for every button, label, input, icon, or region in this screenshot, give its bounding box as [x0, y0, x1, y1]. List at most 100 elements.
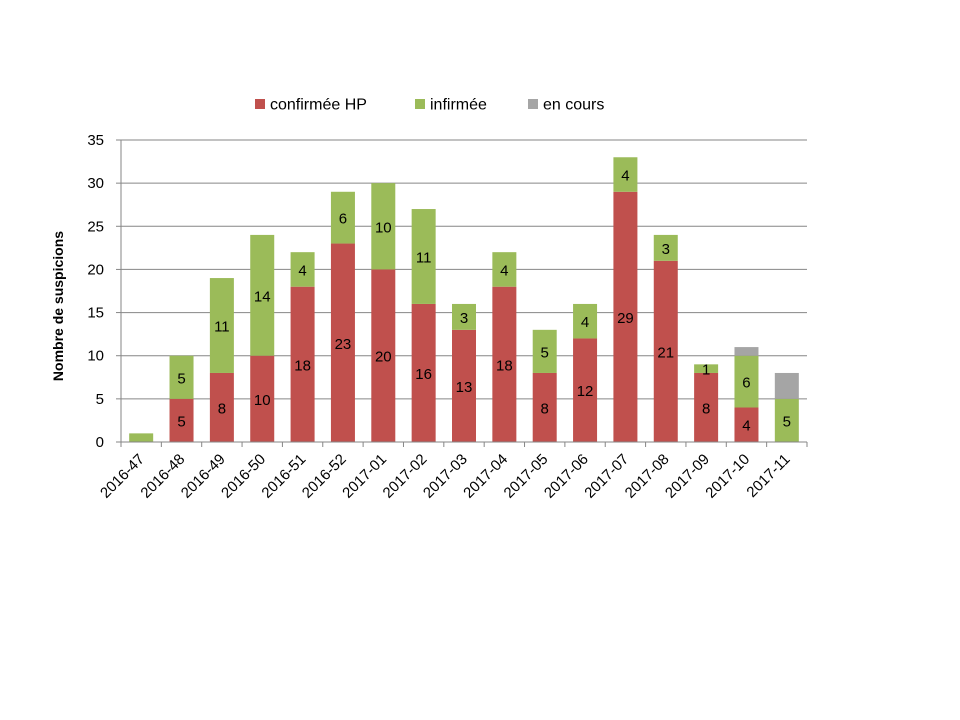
bar-infirmee-2017-04	[492, 252, 517, 287]
bar-confirmee-hp-2016-50	[250, 355, 275, 442]
bar-infirmee-2016-52	[330, 191, 355, 244]
data-label-infirmee-2017-04: 4	[500, 262, 508, 279]
data-label-infirmee-2016-50: 14	[254, 288, 271, 305]
bar-infirmee-2017-06	[573, 303, 598, 339]
data-label-confirmee-hp-2016-49: 8	[218, 400, 226, 417]
y-tick-label: 30	[87, 175, 104, 192]
data-label-confirmee-hp-2017-03: 13	[456, 379, 473, 396]
data-label-infirmee-2017-08: 3	[662, 241, 670, 258]
data-label-confirmee-hp-2016-51: 18	[294, 357, 311, 374]
x-tick-label: 2017-10	[702, 451, 753, 502]
x-tick-label: 2016-47	[97, 451, 148, 502]
bar-confirmee-hp-2017-09	[694, 372, 719, 442]
x-tick-labels: 2016-472016-482016-492016-502016-512016-…	[97, 451, 794, 502]
data-label-confirmee-hp-2017-08: 21	[657, 344, 674, 361]
x-tick-label: 2017-02	[380, 451, 431, 502]
y-tick-label: 15	[87, 305, 104, 322]
axes	[116, 139, 808, 447]
bar-confirmee-hp-2017-06	[573, 338, 598, 442]
x-tick-label: 2016-48	[137, 451, 188, 502]
data-label-infirmee-2017-03: 3	[460, 310, 468, 327]
bar-confirmee-hp-2016-48	[169, 398, 194, 442]
bar-infirmee-2016-47	[129, 433, 154, 442]
x-tick-label: 2017-09	[662, 451, 713, 502]
y-tick-label: 20	[87, 261, 104, 278]
bar-confirmee-hp-2017-02	[411, 303, 436, 442]
bar-confirmee-hp-2017-07	[613, 191, 638, 442]
bar-confirmee-hp-2017-04	[492, 286, 517, 442]
data-label-confirmee-hp-2017-04: 18	[496, 357, 513, 374]
bar-infirmee-2017-08	[653, 234, 678, 261]
x-tick-label: 2017-04	[460, 451, 511, 502]
x-tick-label: 2016-51	[258, 451, 309, 502]
y-tick-label: 5	[96, 391, 104, 408]
bar-infirmee-2017-09	[694, 364, 719, 373]
bar-confirmee-hp-2017-10	[734, 407, 759, 442]
bar-confirmee-hp-2017-05	[532, 372, 557, 442]
x-tick-label: 2017-01	[339, 451, 390, 502]
legend-swatch-confirmee-hp	[255, 99, 265, 109]
x-tick-label: 2016-52	[299, 451, 350, 502]
bar-infirmee-2017-05	[532, 329, 557, 373]
data-label-confirmee-hp-2017-07: 29	[617, 310, 634, 327]
data-label-confirmee-hp-2017-01: 20	[375, 349, 392, 366]
y-tick-label: 10	[87, 348, 104, 365]
bar-infirmee-2017-03	[452, 303, 476, 330]
y-tick-label: 35	[87, 132, 104, 149]
bar-infirmee-2016-50	[250, 234, 275, 356]
data-label-infirmee-2016-48: 5	[177, 370, 185, 387]
y-tick-labels: 0 5 10 15 20 25 30 35	[87, 132, 104, 451]
x-tick-label: 2017-07	[581, 451, 632, 502]
y-axis-label: Nombre de suspicions	[50, 231, 66, 381]
bar-confirmee-hp-2017-01	[371, 269, 396, 442]
data-label-confirmee-hp-2017-09: 8	[702, 400, 710, 417]
data-label-infirmee-2017-07: 4	[621, 168, 629, 185]
x-tick-label: 2016-49	[178, 451, 229, 502]
data-label-infirmee-2017-05: 5	[541, 344, 549, 361]
bar-infirmee-2017-11	[774, 398, 799, 442]
legend-swatch-infirmee	[415, 99, 425, 109]
y-tick-label: 0	[96, 434, 104, 451]
legend-label-en-cours: en cours	[543, 97, 604, 114]
data-label-infirmee-2017-11: 5	[783, 413, 791, 430]
legend-swatch-en-cours	[528, 99, 538, 109]
bar-infirmee-2016-49	[209, 278, 234, 373]
bar-confirmee-hp-2016-49	[209, 372, 234, 442]
bar-en-cours-2017-11	[774, 372, 799, 399]
data-label-infirmee-2016-49: 11	[214, 319, 230, 336]
data-label-confirmee-hp-2017-06: 12	[577, 383, 594, 400]
x-tick-label: 2017-08	[622, 451, 673, 502]
legend: confirmée HP infirmée en cours	[255, 97, 604, 114]
x-tick-label: 2016-50	[218, 451, 269, 502]
y-tick-label: 25	[87, 218, 104, 235]
bar-infirmee-2017-02	[411, 209, 436, 304]
data-label-infirmee-2017-01: 10	[375, 219, 392, 236]
bar-confirmee-hp-2017-03	[452, 329, 476, 442]
data-label-confirmee-hp-2016-50: 10	[254, 392, 271, 409]
x-tick-label: 2017-03	[420, 451, 471, 502]
bar-en-cours-2017-10	[734, 347, 759, 356]
x-tick-label: 2017-06	[541, 451, 592, 502]
bar-infirmee-2017-10	[734, 355, 759, 408]
data-label-infirmee-2016-52: 6	[339, 211, 347, 228]
bar-infirmee-2016-48	[169, 355, 194, 399]
legend-label-confirmee-hp: confirmée HP	[270, 97, 367, 114]
data-label-confirmee-hp-2017-10: 4	[742, 418, 750, 435]
data-label-confirmee-hp-2016-48: 5	[177, 413, 185, 430]
data-label-infirmee-2017-02: 11	[416, 249, 432, 266]
data-label-confirmee-hp-2017-05: 8	[541, 400, 549, 417]
bar-confirmee-hp-2016-51	[290, 286, 315, 442]
x-tick-label: 2017-05	[501, 451, 552, 502]
data-label-confirmee-hp-2017-02: 16	[415, 366, 432, 383]
bar-confirmee-hp-2016-52	[330, 243, 355, 442]
bar-infirmee-2016-51	[290, 252, 315, 287]
bars	[129, 157, 799, 442]
data-label-infirmee-2016-51: 4	[298, 262, 306, 279]
data-label-infirmee-2017-09: 1	[702, 362, 710, 379]
x-tick-label: 2017-11	[743, 451, 793, 501]
bar-infirmee-2017-07	[613, 157, 638, 192]
legend-label-infirmee: infirmée	[430, 97, 487, 114]
bar-infirmee-2017-01	[371, 183, 396, 270]
